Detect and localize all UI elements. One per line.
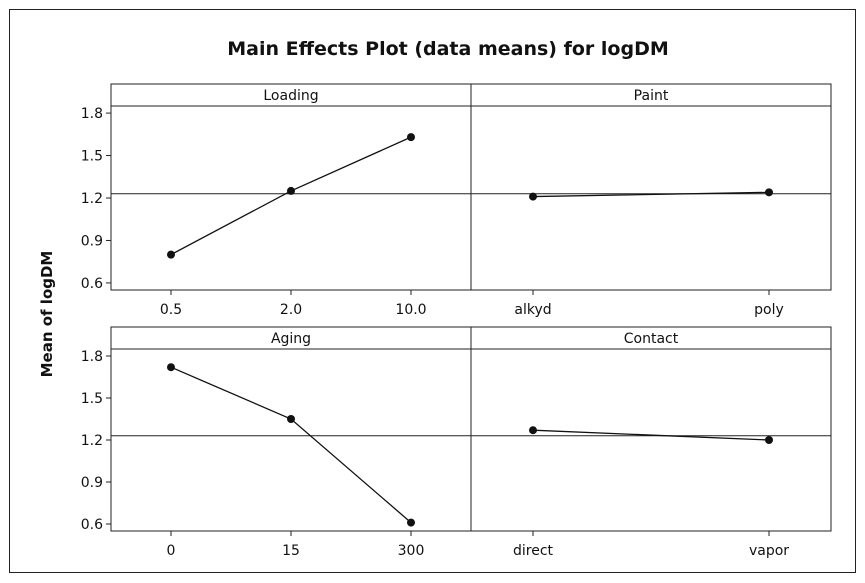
y-tick-label: 0.6: [81, 276, 103, 292]
data-point-loading: [407, 133, 415, 142]
y-tick-label: 1.8: [81, 106, 103, 122]
data-point-aging: [407, 518, 415, 527]
panel-contact-box: [470, 326, 832, 532]
x-tick-label-contact: direct: [513, 543, 554, 559]
x-tick-label-aging: 15: [282, 543, 300, 559]
data-point-paint: [529, 192, 537, 201]
chart-frame: [9, 9, 856, 573]
x-tick-label-loading: 2.0: [280, 302, 302, 318]
data-point-contact: [765, 436, 773, 444]
y-tick-label: 1.2: [81, 433, 103, 449]
y-tick-label: 1.2: [81, 191, 103, 207]
y-tick-label: 1.5: [81, 391, 103, 407]
x-tick-label-contact: vapor: [749, 543, 789, 559]
data-point-contact: [529, 426, 537, 435]
panel-loading-title: Loading: [263, 88, 318, 104]
x-tick-label-aging: 0: [167, 543, 176, 559]
y-tick-label: 0.6: [81, 517, 103, 533]
x-tick-label-loading: 0.5: [160, 302, 182, 318]
series-line-loading: [170, 136, 412, 256]
x-tick-label-paint: poly: [754, 302, 784, 318]
y-tick-label: 1.8: [81, 349, 103, 365]
panels-group: Loading 0.6 0.9 1.2 1.5 1.8 0.5 2.0 10.0 Paint alk…: [81, 83, 832, 559]
chart-title: Main Effects Plot (data means) for logDM: [227, 38, 669, 60]
x-tick-label-paint: alkyd: [514, 302, 551, 318]
y-tick-label: 1.5: [81, 149, 103, 165]
data-point-loading: [287, 186, 295, 195]
data-point-aging: [167, 363, 175, 372]
data-point-paint: [765, 188, 773, 197]
data-point-loading: [167, 250, 175, 259]
series-line-paint: [532, 191, 770, 198]
series-line-aging: [170, 366, 412, 524]
panel-aging-title: Aging: [271, 331, 311, 347]
x-tick-label-aging: 300: [398, 543, 425, 559]
series-line-contact: [532, 429, 770, 441]
data-point-aging: [287, 415, 295, 423]
y-tick-label: 0.9: [81, 233, 103, 249]
x-tick-label-loading: 10.0: [395, 302, 426, 318]
panel-paint-box: [470, 83, 832, 291]
panel-contact-title: Contact: [624, 331, 679, 347]
panel-aging-box: [110, 326, 472, 532]
panel-paint-title: Paint: [634, 88, 669, 104]
y-axis-label: Mean of logDM: [38, 251, 56, 378]
y-tick-label: 0.9: [81, 475, 103, 491]
